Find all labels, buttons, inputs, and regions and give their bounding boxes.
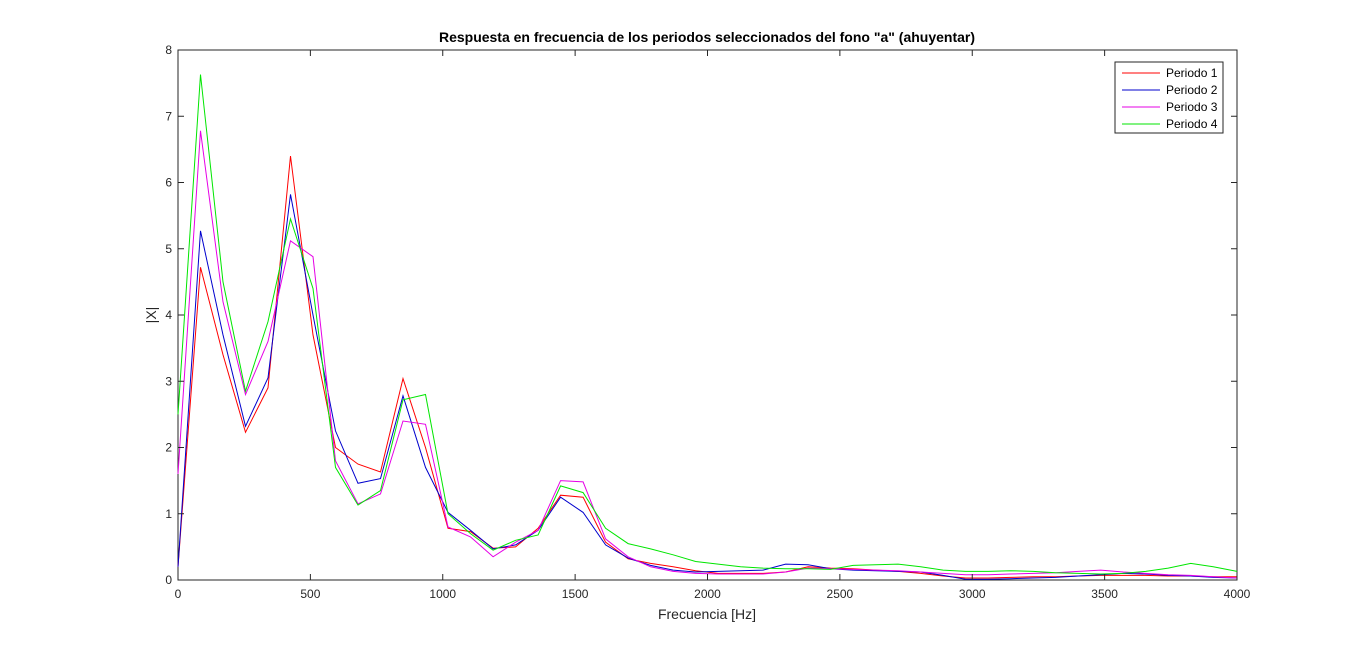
x-tick-label: 2000 <box>694 587 721 601</box>
legend-label: Periodo 2 <box>1166 83 1218 97</box>
y-tick-label: 5 <box>165 242 172 256</box>
series-line-periodo-2 <box>177 194 1238 580</box>
chart-title: Respuesta en frecuencia de los periodos … <box>439 29 975 45</box>
series-layer <box>177 74 1238 580</box>
x-tick-label: 2500 <box>827 587 854 601</box>
x-tick-label: 500 <box>300 587 320 601</box>
x-tick-label: 0 <box>175 587 182 601</box>
legend: Periodo 1 Periodo 2 Periodo 3 Periodo 4 <box>1114 61 1224 134</box>
y-tick-label: 3 <box>165 374 172 388</box>
y-tick-label: 4 <box>165 308 172 322</box>
x-tick-label: 1000 <box>429 587 456 601</box>
legend-box <box>1114 61 1224 134</box>
x-tick-label: 3500 <box>1091 587 1118 601</box>
x-tick-label: 3000 <box>959 587 986 601</box>
series-line-periodo-4 <box>177 74 1238 575</box>
x-tick-label: 1500 <box>562 587 589 601</box>
y-tick-label: 6 <box>165 176 172 190</box>
plot-area <box>177 49 1238 581</box>
legend-label: Periodo 4 <box>1166 117 1218 131</box>
legend-label: Periodo 3 <box>1166 100 1218 114</box>
axes-box <box>177 49 1238 581</box>
legend-label: Periodo 1 <box>1166 66 1218 80</box>
y-axis-label: |X| <box>143 307 159 324</box>
x-axis-label: Frecuencia [Hz] <box>658 606 756 622</box>
y-tick-label: 0 <box>165 573 172 587</box>
ticks-layer: 0 500 1000 1500 2000 2500 3000 3500 4000 0 1 2 3 4 5 6 7… <box>165 43 1250 601</box>
y-tick-label: 7 <box>165 109 172 123</box>
y-tick-label: 1 <box>165 507 172 521</box>
x-tick-label: 4000 <box>1224 587 1251 601</box>
y-tick-label: 8 <box>165 43 172 57</box>
y-tick-label: 2 <box>165 441 172 455</box>
